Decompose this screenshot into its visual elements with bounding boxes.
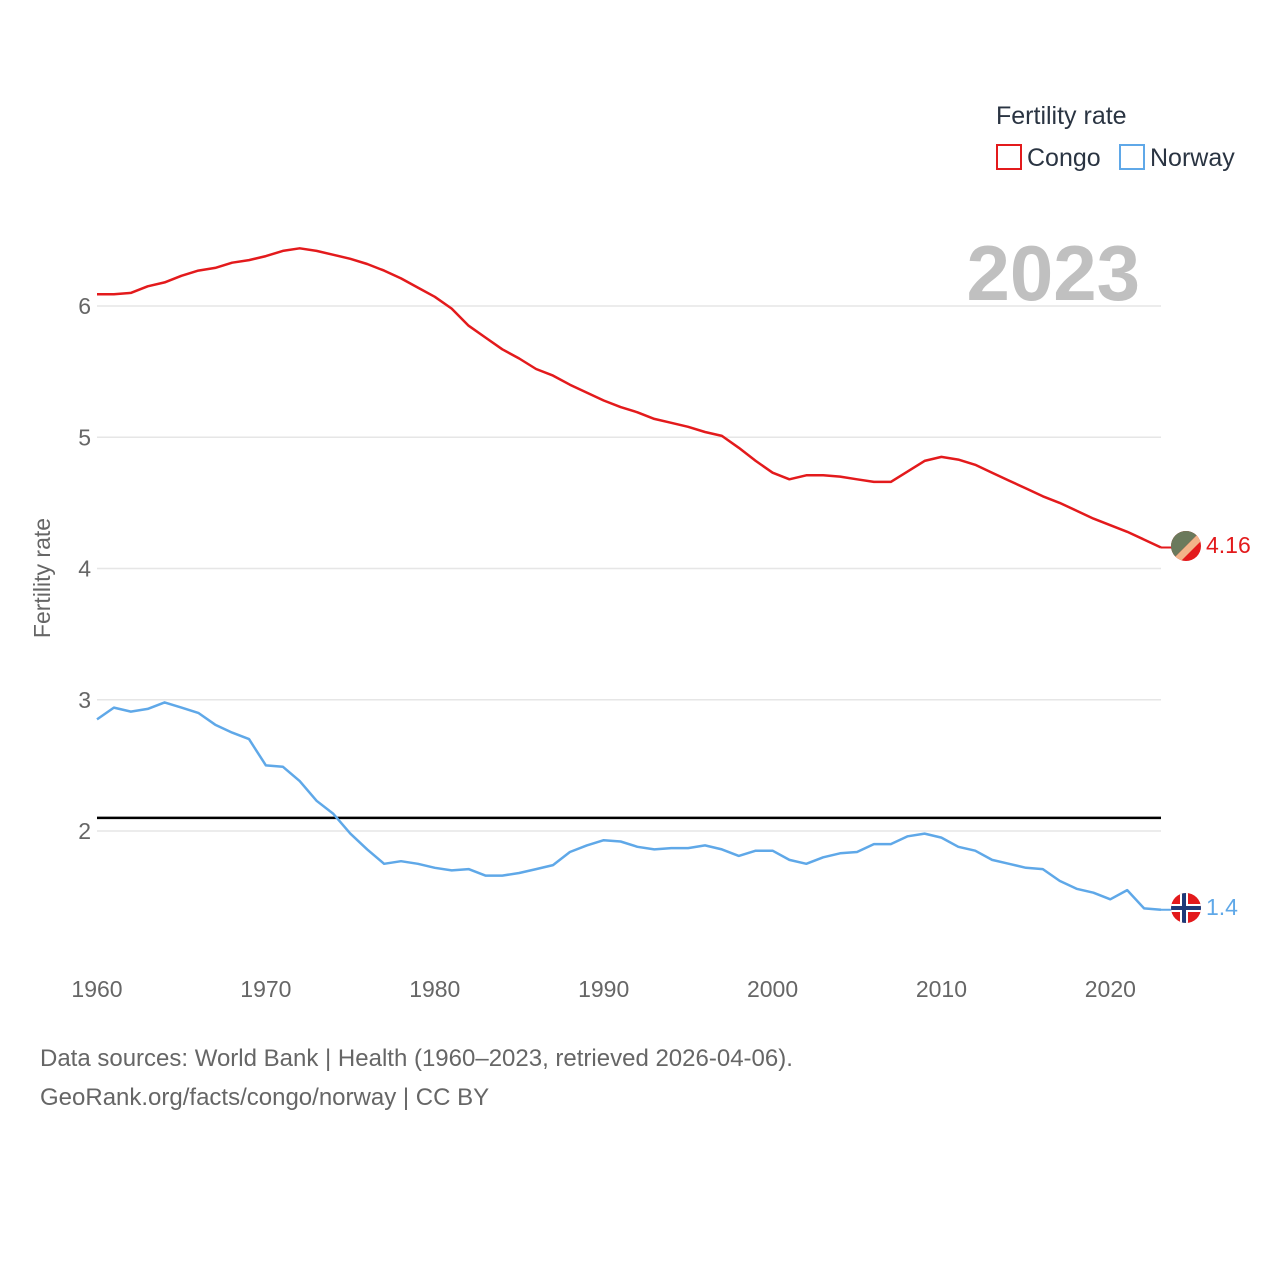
- series-line-congo[interactable]: [97, 247, 1162, 549]
- y-tick-label: 4: [78, 556, 91, 582]
- legend-swatch-norway: [1119, 144, 1145, 170]
- y-axis-title: Fertility rate: [29, 518, 55, 638]
- x-tick-label: 2020: [1085, 976, 1136, 1002]
- legend-swatch-congo: [996, 144, 1022, 170]
- legend-title: Fertility rate: [996, 102, 1127, 130]
- x-tick-label: 2000: [747, 976, 798, 1002]
- legend-item-congo[interactable]: Congo: [996, 144, 1101, 172]
- footer-attribution[interactable]: GeoRank.org/facts/congo/norway | CC BY: [40, 1084, 490, 1111]
- legend-label-congo: Congo: [1027, 144, 1101, 172]
- legend-item-norway[interactable]: Norway: [1119, 144, 1235, 172]
- y-tick-label: 6: [78, 293, 91, 319]
- y-axis-ticks: 2 3 4 5 6: [78, 293, 91, 844]
- x-axis-ticks: 1960 1970 1980 1990 2000 2010 2020: [71, 976, 1136, 1002]
- x-tick-label: 1980: [409, 976, 460, 1002]
- y-tick-label: 5: [78, 424, 91, 450]
- congo-end-value: 4.16: [1206, 532, 1251, 558]
- footer-sources: Data sources: World Bank | Health (1960–…: [40, 1045, 793, 1072]
- congo-flag-icon: [1171, 531, 1201, 561]
- legend-label-norway: Norway: [1150, 144, 1235, 172]
- grid-lines: [97, 305, 1161, 832]
- x-tick-label: 2010: [916, 976, 967, 1002]
- series-layer: [96, 247, 1172, 912]
- x-tick-label: 1960: [71, 976, 122, 1002]
- current-year-label: 2023: [966, 229, 1140, 317]
- x-tick-label: 1990: [578, 976, 629, 1002]
- norway-flag-icon: [1171, 893, 1201, 923]
- norway-end-value: 1.4: [1206, 894, 1238, 920]
- y-tick-label: 3: [78, 687, 91, 713]
- x-tick-label: 1970: [240, 976, 291, 1002]
- legend: Fertility rate Congo Norway: [996, 102, 1235, 172]
- series-line-norway[interactable]: [96, 701, 1162, 912]
- y-tick-label: 2: [78, 818, 91, 844]
